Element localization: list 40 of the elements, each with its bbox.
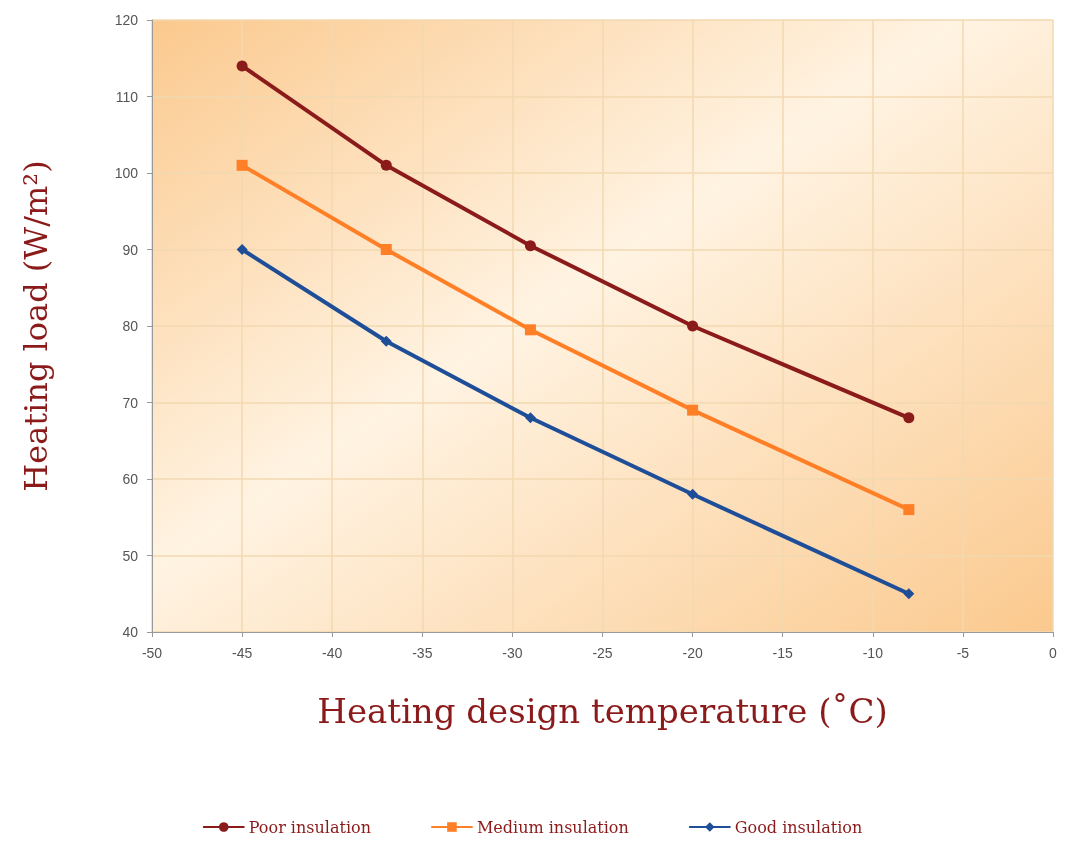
- y-tick-label: 110: [115, 88, 139, 105]
- point: [380, 159, 392, 171]
- y-tick-label: 90: [122, 241, 139, 258]
- x-tick-label: -50: [141, 645, 163, 661]
- y-tick-label: 80: [122, 318, 139, 334]
- x-tick-label: -40: [322, 645, 343, 661]
- point: [687, 320, 699, 332]
- point: [687, 488, 699, 500]
- legend-label: Good insulation: [734, 817, 863, 837]
- point: [687, 404, 699, 416]
- y-tick-label: 60: [122, 471, 139, 487]
- x-tick-label: -15: [772, 645, 794, 661]
- point: [524, 240, 536, 252]
- point: [236, 159, 248, 171]
- y-tick-label: 100: [114, 165, 139, 181]
- point: [380, 244, 392, 255]
- y-tick-label: 70: [122, 394, 139, 411]
- x-tick-label: -10: [862, 645, 884, 661]
- point: [903, 412, 915, 424]
- x-tick-label: -20: [682, 645, 703, 661]
- x-tick-label: -30: [502, 645, 523, 661]
- point: [524, 412, 536, 424]
- point: [903, 588, 915, 600]
- y-tick-label: 50: [122, 547, 139, 564]
- y-tick-label: 40: [122, 624, 139, 640]
- legend-label: Poor insulation: [248, 817, 371, 837]
- point: [524, 324, 536, 336]
- point: [236, 60, 248, 72]
- x-tick-label: 0: [1049, 645, 1058, 661]
- legend-label: Medium insulation: [476, 817, 629, 837]
- x-tick-label: -45: [231, 645, 253, 661]
- x-tick-label: -25: [592, 645, 613, 661]
- point: [903, 504, 915, 516]
- x-axis-title: Heating design temperature (˚C): [317, 691, 888, 731]
- x-tick-label: -35: [412, 645, 433, 661]
- x-tick-label: -5: [956, 645, 970, 661]
- y-tick-label: 120: [114, 12, 139, 28]
- point: [236, 244, 248, 255]
- point: [380, 335, 392, 347]
- y-axis-title: Heating load (W/m²): [17, 160, 55, 492]
